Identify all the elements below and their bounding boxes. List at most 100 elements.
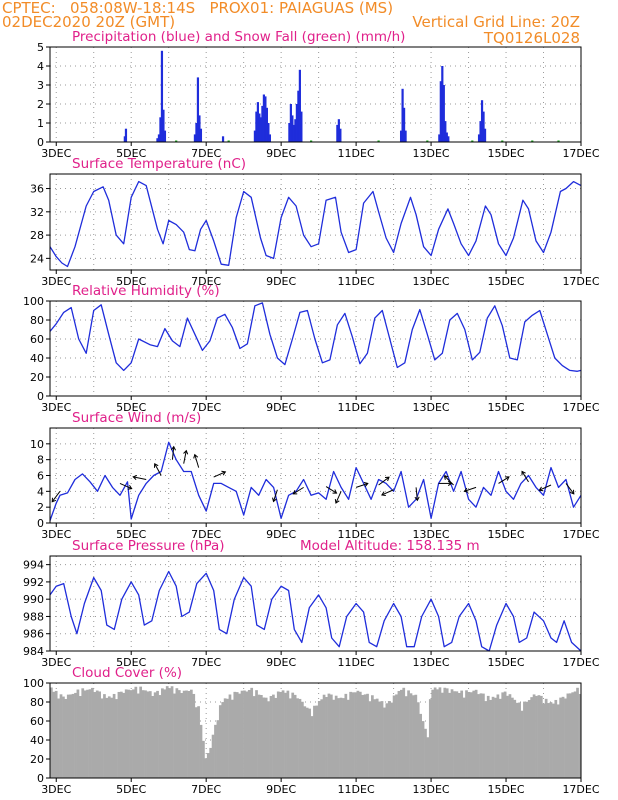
cloud-cover-bar xyxy=(535,695,538,778)
cloud-cover-bar xyxy=(245,691,249,778)
x-tick-label: 13DEC xyxy=(413,528,450,541)
precipitation-bar xyxy=(339,128,342,142)
cloud-cover-bar xyxy=(134,686,138,778)
cloud-cover-bar xyxy=(291,692,295,778)
wind-arrowhead xyxy=(183,449,189,455)
cloud-cover-bar xyxy=(484,701,488,778)
cloud-cover-bar xyxy=(462,697,466,778)
y-tick-label: 0 xyxy=(37,772,44,785)
cloud-cover-bar xyxy=(329,694,333,778)
wind-vector xyxy=(183,450,187,464)
cloud-cover-bar xyxy=(259,695,263,778)
cloud-cover-bar xyxy=(276,691,280,778)
cloud-panel: 0 20 40 60 80 100 3DEC 5DEC 7DEC 9DEC 11DEC 13DEC 15… xyxy=(23,677,600,796)
x-tick-label: 3DEC xyxy=(41,401,71,414)
y-tick-label: 986 xyxy=(23,628,44,641)
x-tick-label: 3DEC xyxy=(41,147,71,160)
wind-arrowhead xyxy=(51,497,57,503)
wind-arrowhead xyxy=(538,486,544,492)
cloud-cover-bar xyxy=(424,728,427,778)
cloud-cover-bar xyxy=(351,692,355,778)
cloud-cover-bar xyxy=(416,702,420,778)
cloud-cover-bar xyxy=(136,693,140,778)
cloud-cover-bar xyxy=(339,697,343,778)
wind-arrowhead xyxy=(381,491,386,497)
x-tick-label: 13DEC xyxy=(413,401,450,414)
cloud-cover-bar xyxy=(544,698,548,778)
cloud-cover-bar xyxy=(441,692,444,778)
wind-vector xyxy=(213,471,226,478)
cloud-cover-bar xyxy=(293,694,297,778)
wind-vector xyxy=(154,463,162,476)
precipitation-bar xyxy=(198,115,201,142)
cloud-cover-bar xyxy=(568,693,572,778)
x-tick-label: 3DEC xyxy=(41,275,71,288)
cloud-cover-bar xyxy=(189,689,193,778)
x-tick-label: 11DEC xyxy=(338,275,375,288)
cloud-cover-bar xyxy=(257,694,261,778)
precipitation-bar xyxy=(298,69,301,142)
y-tick-label: 80 xyxy=(30,696,44,709)
temperature-panel: 24 28 32 36 3DEC 5DEC 7DEC 9DEC 11DEC 13DEC 15DEC 1… xyxy=(30,173,600,288)
x-tick-label: 17DEC xyxy=(562,656,599,669)
x-tick-label: 7DEC xyxy=(191,401,221,414)
cloud-cover-bar xyxy=(127,689,130,778)
cloud-cover-bar xyxy=(448,692,451,778)
y-tick-label: 6 xyxy=(37,470,44,483)
x-tick-label: 3DEC xyxy=(41,656,71,669)
precipitation-bar xyxy=(291,115,294,142)
cloud-cover-bar xyxy=(344,693,348,778)
cloud-cover-bar xyxy=(81,688,85,778)
cloud-cover-bar xyxy=(542,703,546,778)
precipitation-bar xyxy=(162,109,165,142)
wind-vector xyxy=(498,476,510,484)
cloud-cover-bar xyxy=(105,697,109,778)
cloud-cover-bar xyxy=(64,698,68,778)
cloud-cover-bar xyxy=(409,693,413,778)
x-tick-label: 5DEC xyxy=(116,783,146,796)
cloud-cover-bar xyxy=(124,689,128,778)
x-tick-label: 13DEC xyxy=(413,147,450,160)
y-tick-label: 20 xyxy=(30,371,44,384)
cloud-cover-bar xyxy=(194,707,198,778)
cloud-cover-bar xyxy=(54,690,58,778)
precipitation-bar xyxy=(195,123,198,142)
x-tick-label: 3DEC xyxy=(41,783,71,796)
precipitation-bar xyxy=(264,96,267,142)
wind-arrowhead xyxy=(569,489,575,495)
cloud-cover-bar xyxy=(284,692,287,778)
cloud-cover-bar xyxy=(83,690,87,778)
wind-vector xyxy=(292,486,304,495)
precip-frame xyxy=(49,46,582,143)
y-tick-label: 32 xyxy=(30,206,44,219)
cloud-cover-bar xyxy=(272,694,275,778)
cloud-cover-bar xyxy=(91,687,94,778)
wind-arrowhead xyxy=(292,490,298,495)
cloud-cover-bar xyxy=(450,689,454,778)
precipitation-bar xyxy=(196,77,200,142)
precipitation-bar xyxy=(160,50,164,142)
y-tick-label: 28 xyxy=(30,229,44,242)
precipitation-bar xyxy=(441,66,444,142)
cloud-cover-bar xyxy=(267,701,270,778)
cloud-cover-bar xyxy=(202,740,205,778)
cloud-cover-bar xyxy=(305,707,309,778)
precipitation-bar xyxy=(402,107,406,142)
cloud-cover-bar xyxy=(523,701,526,778)
y-tick-label: 40 xyxy=(30,734,44,747)
cloud-cover-bar xyxy=(185,690,188,778)
wind-panel: 0 2 4 6 8 10 3DEC 5DEC 7DEC 9DEC 11DEC 13DEC 15DEC 17… xyxy=(30,427,600,541)
model-code-label: TQ0126L028 xyxy=(483,29,580,47)
cloud-cover-bar xyxy=(173,693,176,778)
precipitation-bar xyxy=(159,117,162,142)
cloud-cover-bar xyxy=(467,691,471,778)
y-tick-label: 100 xyxy=(23,295,44,308)
cloud-cover-bar xyxy=(197,706,200,778)
precipitation-bar xyxy=(483,128,487,142)
humidity-frame xyxy=(49,300,582,397)
cloud-cover-bar xyxy=(279,691,283,778)
wind-vector xyxy=(381,489,394,496)
y-tick-label: 0 xyxy=(37,136,44,149)
cloud-cover-bar xyxy=(103,694,106,778)
